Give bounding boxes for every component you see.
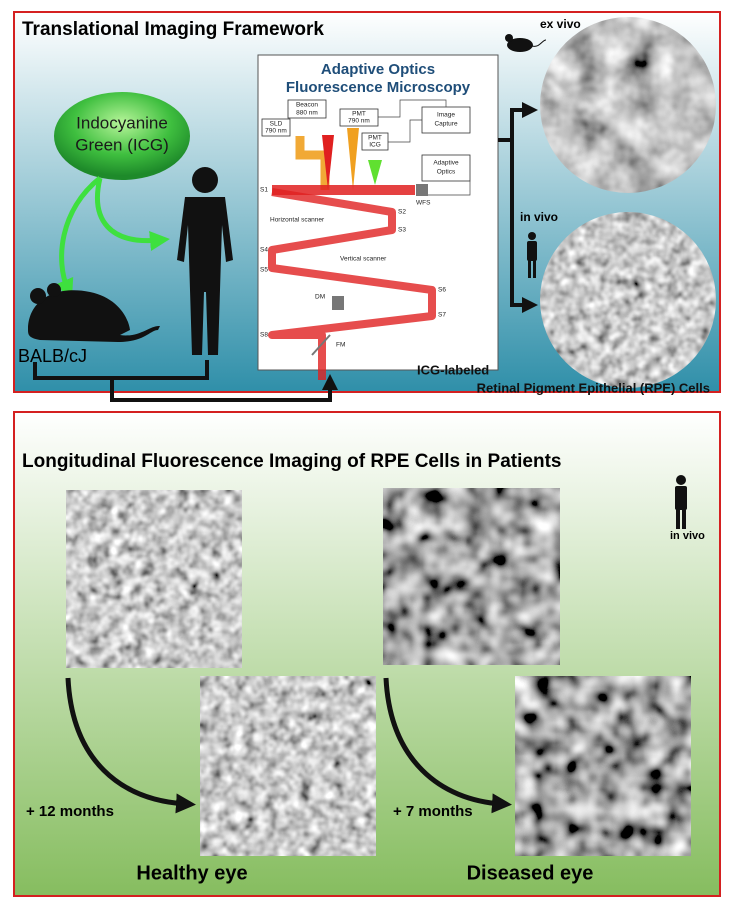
time-arrow [383, 677, 512, 814]
dye-label: Green (ICG) [75, 135, 169, 154]
healthy-followup-image [200, 676, 376, 856]
component-label: Image [437, 112, 455, 119]
in-vivo-image [540, 212, 716, 388]
mirror-label: S8 [260, 332, 268, 339]
branch-arrow [510, 140, 538, 313]
component-label: 880 nm [296, 110, 318, 117]
dye-label: Indocyanine [76, 113, 168, 132]
diseased-baseline-image [383, 488, 560, 665]
mirror-label: S4 [260, 247, 268, 254]
connector [33, 360, 209, 380]
component-label: PMT [352, 111, 366, 118]
branch-arrow [498, 102, 538, 142]
panel-title: Translational Imaging Framework [22, 19, 324, 40]
ex-vivo-image [540, 17, 716, 193]
mirror-label: S2 [398, 209, 406, 216]
component-label: PMT [368, 135, 382, 142]
human-icon-small [675, 475, 687, 529]
microscope-title: Fluorescence Microscopy [286, 79, 471, 96]
component-label: Optics [437, 169, 456, 176]
component-label: SLD [270, 121, 283, 128]
human-icon [177, 167, 233, 355]
connector [110, 374, 338, 402]
mirror-label: S3 [398, 227, 406, 234]
mouse-strain: BALB/cJ [18, 346, 87, 366]
component-label: 790 nm [348, 118, 370, 125]
component-label: Horizontal scanner [270, 217, 325, 224]
group-label: Healthy eye [136, 862, 247, 884]
component-label: DM [315, 294, 325, 301]
interval-label: + 7 months [393, 803, 473, 820]
component-label: ICG [369, 142, 381, 149]
mirror-label: S7 [438, 312, 446, 319]
diseased-followup-image [515, 676, 691, 856]
caption: ICG-labeled [417, 362, 489, 377]
schematic: Beacon 880 nm SLD 790 nm PMT 790 nm PMT … [260, 99, 471, 380]
component-label: FM [336, 342, 345, 349]
human-icon-small [527, 232, 537, 278]
healthy-baseline-image [66, 490, 242, 668]
component-label: Vertical scanner [340, 256, 387, 263]
caption: Retinal Pigment Epithelial (RPE) Cells [477, 380, 710, 395]
component-label: Beacon [296, 102, 318, 109]
interval-label: + 12 months [26, 803, 114, 820]
component-label: 790 nm [265, 128, 287, 135]
mouse-icon [28, 283, 160, 342]
mirror-label: S6 [438, 287, 446, 294]
dye-ellipse [54, 92, 190, 180]
green-arrow [54, 176, 102, 300]
time-arrow [65, 677, 196, 814]
mirror-label: S5 [260, 267, 268, 274]
component-label: Adaptive [433, 160, 459, 167]
mirror-label: S1 [260, 187, 268, 194]
component-label: Capture [434, 121, 458, 128]
in-vivo-label: in vivo [520, 210, 558, 224]
mouse-icon-small [505, 34, 547, 52]
in-vivo-label: in vivo [670, 530, 705, 542]
group-label: Diseased eye [467, 862, 594, 884]
green-arrow [95, 177, 170, 251]
panel-title: Longitudinal Fluorescence Imaging of RPE… [22, 451, 561, 472]
microscope-title: Adaptive Optics [321, 61, 435, 78]
component-label: WFS [416, 200, 431, 207]
ex-vivo-label: ex vivo [540, 17, 581, 31]
